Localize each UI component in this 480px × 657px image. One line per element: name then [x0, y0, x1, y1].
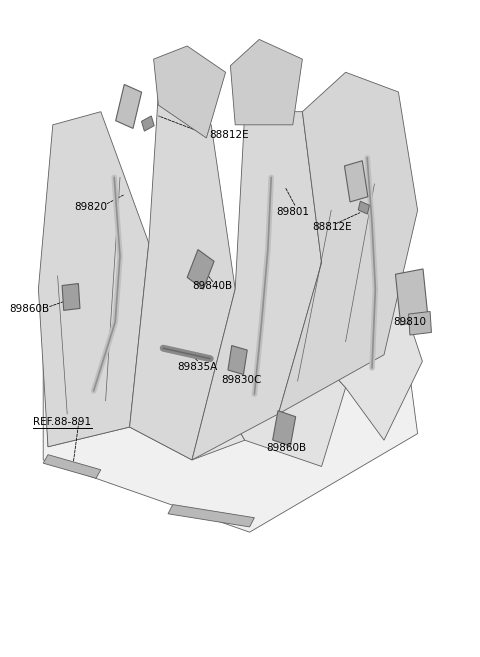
- Polygon shape: [358, 201, 370, 214]
- Polygon shape: [298, 289, 422, 440]
- Polygon shape: [278, 72, 418, 414]
- Polygon shape: [43, 315, 163, 447]
- Polygon shape: [142, 116, 154, 131]
- Polygon shape: [130, 92, 235, 460]
- Text: 89835A: 89835A: [178, 361, 218, 372]
- Polygon shape: [187, 250, 214, 289]
- Text: 89801: 89801: [276, 206, 309, 217]
- Polygon shape: [408, 311, 432, 335]
- Polygon shape: [154, 46, 226, 138]
- Text: 88812E: 88812E: [209, 129, 249, 140]
- Text: 89860B: 89860B: [266, 443, 307, 453]
- Polygon shape: [116, 85, 142, 128]
- Text: 89820: 89820: [74, 202, 108, 212]
- Text: 88812E: 88812E: [312, 221, 352, 232]
- Polygon shape: [62, 284, 80, 310]
- Polygon shape: [273, 411, 296, 446]
- Polygon shape: [230, 39, 302, 125]
- Polygon shape: [130, 315, 245, 460]
- Text: 89830C: 89830C: [221, 374, 261, 385]
- Polygon shape: [192, 112, 322, 460]
- Text: 89860B: 89860B: [10, 304, 50, 314]
- Polygon shape: [43, 289, 418, 532]
- Text: 89840B: 89840B: [192, 281, 232, 291]
- Text: 89810: 89810: [394, 317, 427, 327]
- Polygon shape: [396, 269, 428, 325]
- Polygon shape: [345, 161, 368, 202]
- Text: REF.88-891: REF.88-891: [33, 417, 91, 427]
- Polygon shape: [38, 112, 149, 447]
- Polygon shape: [168, 505, 254, 527]
- Polygon shape: [206, 335, 346, 466]
- Polygon shape: [228, 346, 247, 374]
- Polygon shape: [43, 455, 101, 478]
